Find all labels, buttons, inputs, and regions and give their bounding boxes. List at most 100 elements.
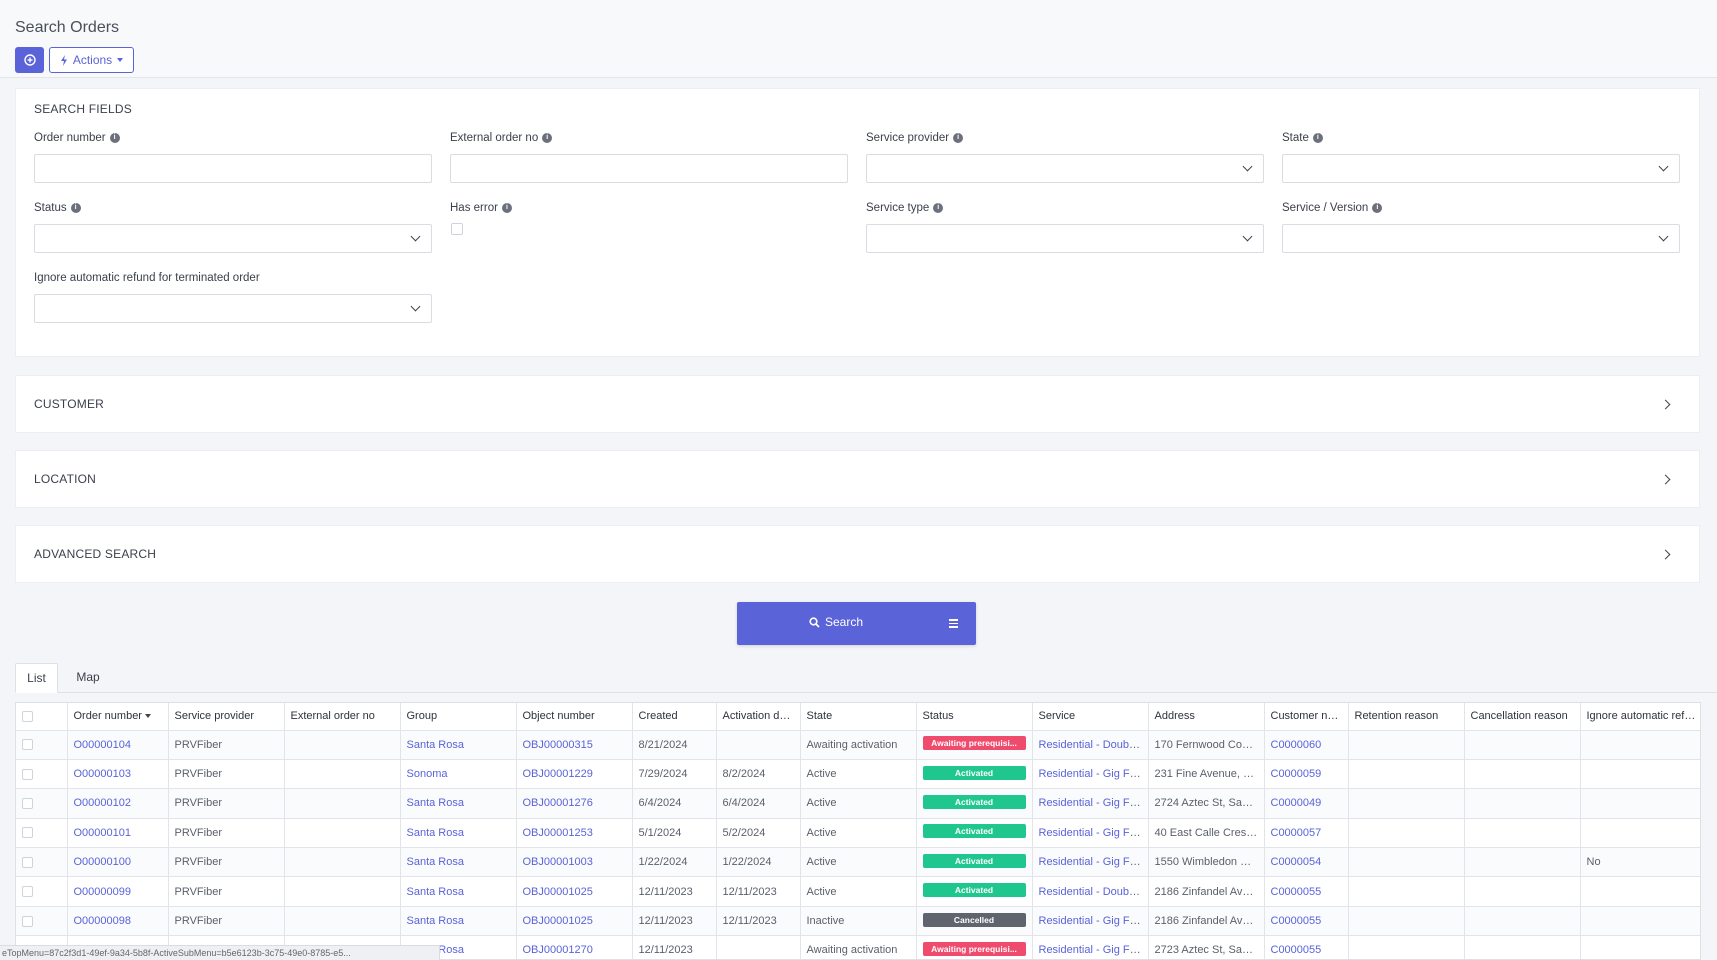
row-checkbox[interactable] <box>22 856 33 868</box>
service-provider-select[interactable] <box>866 154 1264 183</box>
address-cell: 2186 Zinfandel Aven... <box>1154 915 1264 928</box>
group-link[interactable]: Santa Rosa <box>406 738 464 751</box>
column-header[interactable]: Created <box>632 703 717 731</box>
service-link-cell: Residential - Gig Fibe... <box>1032 788 1149 819</box>
order-number-link[interactable]: O00000098 <box>73 915 132 928</box>
menu-icon[interactable] <box>949 619 958 630</box>
advanced-search-section[interactable]: ADVANCED SEARCH <box>15 525 1700 583</box>
column-header[interactable]: External order no <box>284 703 401 731</box>
group-link[interactable]: Sonoma <box>406 768 448 781</box>
order-number-link[interactable]: O00000103 <box>73 768 132 781</box>
tab-map[interactable]: Map <box>76 670 100 684</box>
state-select[interactable] <box>1282 154 1680 183</box>
column-header[interactable]: Activation date <box>716 703 801 731</box>
customer-number-link[interactable]: C0000054 <box>1270 856 1322 869</box>
row-checkbox[interactable] <box>22 798 33 810</box>
order-number-link[interactable]: O00000099 <box>73 885 132 898</box>
object-number-link[interactable]: OBJ00001253 <box>522 826 593 839</box>
column-header[interactable]: State <box>800 703 917 731</box>
service-link[interactable]: Residential - Double ... <box>1038 738 1148 751</box>
table-row[interactable]: O00000099 PRVFiber Santa Rosa OBJ00001025 12… <box>16 876 1700 907</box>
has-error-checkbox[interactable] <box>451 223 463 235</box>
cancellation-reason-cell-cell <box>1464 759 1581 790</box>
group-link[interactable]: Santa Rosa <box>406 826 464 839</box>
object-number-link[interactable]: OBJ00001003 <box>522 856 593 869</box>
order-number-input[interactable] <box>34 154 432 183</box>
column-header[interactable]: Status <box>916 703 1033 731</box>
service-link[interactable]: Residential - Double ... <box>1038 885 1148 898</box>
order-number-link[interactable]: O00000104 <box>73 738 132 751</box>
column-header[interactable]: Retention reason <box>1348 703 1465 731</box>
column-header[interactable]: Ignore automatic refu... <box>1580 703 1700 731</box>
service-link[interactable]: Residential - Gig Fibe... <box>1038 826 1148 839</box>
customer-number-link[interactable]: C0000059 <box>1270 768 1322 781</box>
search-button[interactable]: Search <box>737 602 976 645</box>
table-row[interactable]: O00000098 PRVFiber Santa Rosa OBJ00001025 12… <box>16 906 1700 937</box>
service-link-cell: Residential - Gig Fibe... <box>1032 759 1149 790</box>
group-link[interactable]: Santa Rosa <box>406 885 464 898</box>
customer-number-link[interactable]: C0000055 <box>1270 915 1322 928</box>
service-link[interactable]: Residential - Gig Fibe... <box>1038 797 1148 810</box>
group-link[interactable]: Santa Rosa <box>406 915 464 928</box>
object-number-link[interactable]: OBJ00001276 <box>522 797 593 810</box>
customer-section[interactable]: CUSTOMER <box>15 375 1700 433</box>
location-section[interactable]: LOCATION <box>15 450 1700 508</box>
column-header[interactable]: Customer nu... <box>1264 703 1349 731</box>
row-checkbox[interactable] <box>22 739 33 751</box>
tab-list[interactable]: List <box>15 663 58 693</box>
external-order-no-input[interactable] <box>450 154 848 183</box>
object-number-link-cell: OBJ00001253 <box>516 818 633 849</box>
row-checkbox[interactable] <box>22 915 33 927</box>
table-row[interactable]: O00000102 PRVFiber Santa Rosa OBJ00001276 6/… <box>16 788 1700 819</box>
table-row[interactable]: O00000104 PRVFiber Santa Rosa OBJ00000315 8/… <box>16 730 1700 760</box>
actions-dropdown-button[interactable]: Actions <box>49 47 134 73</box>
object-number-link[interactable]: OBJ00000315 <box>522 738 593 751</box>
select-all-checkbox[interactable] <box>22 710 33 722</box>
row-select-cell <box>16 847 68 878</box>
column-header[interactable]: Group <box>400 703 517 731</box>
plus-circle-icon <box>23 54 36 66</box>
service-type-select[interactable] <box>866 224 1264 253</box>
table-row[interactable]: O00000100 PRVFiber Santa Rosa OBJ00001003 1/… <box>16 847 1700 878</box>
info-icon: i <box>1372 203 1383 213</box>
ignore-refund-cell-cell <box>1580 788 1700 819</box>
column-header[interactable]: Order number <box>67 703 169 731</box>
group-link[interactable]: Santa Rosa <box>406 856 464 869</box>
service-link[interactable]: Residential - Gig Fibe... <box>1038 944 1148 957</box>
customer-number-link[interactable]: C0000049 <box>1270 797 1322 810</box>
external-order-no-cell-cell <box>284 788 401 819</box>
customer-number-link[interactable]: C0000060 <box>1270 738 1322 751</box>
object-number-link[interactable]: OBJ00001229 <box>522 768 593 781</box>
column-header[interactable]: Object number <box>516 703 633 731</box>
service-version-select[interactable] <box>1282 224 1680 253</box>
object-number-link[interactable]: OBJ00001025 <box>522 915 593 928</box>
customer-number-link[interactable]: C0000055 <box>1270 944 1322 957</box>
has-error-field: Has error i <box>450 201 848 235</box>
customer-number-link[interactable]: C0000057 <box>1270 826 1322 839</box>
customer-number-link[interactable]: C0000055 <box>1270 885 1322 898</box>
service-provider-cell-cell: PRVFiber <box>168 818 285 849</box>
status-select[interactable] <box>34 224 432 253</box>
row-checkbox[interactable] <box>22 886 33 898</box>
order-number-link[interactable]: O00000100 <box>73 856 132 869</box>
object-number-link[interactable]: OBJ00001270 <box>522 944 593 957</box>
service-link[interactable]: Residential - Gig Fibe... <box>1038 915 1148 928</box>
object-number-link[interactable]: OBJ00001025 <box>522 885 593 898</box>
activation-date-cell-cell: 12/11/2023 <box>716 906 801 937</box>
table-row[interactable]: O00000101 PRVFiber Santa Rosa OBJ00001253 5/… <box>16 818 1700 849</box>
add-button[interactable] <box>15 47 44 73</box>
row-checkbox[interactable] <box>22 827 33 839</box>
external-order-no-field: External order no i <box>450 131 848 183</box>
row-checkbox[interactable] <box>22 768 33 780</box>
table-row[interactable]: O00000103 PRVFiber Sonoma OBJ00001229 7/29/2… <box>16 759 1700 790</box>
order-number-link[interactable]: O00000101 <box>73 826 132 839</box>
column-header[interactable]: Service <box>1032 703 1149 731</box>
column-header[interactable]: Address <box>1148 703 1265 731</box>
order-number-link[interactable]: O00000102 <box>73 797 132 810</box>
ignore-refund-select[interactable] <box>34 294 432 323</box>
service-link[interactable]: Residential - Gig Fibe... <box>1038 856 1148 869</box>
group-link[interactable]: Santa Rosa <box>406 797 464 810</box>
service-link[interactable]: Residential - Gig Fibe... <box>1038 768 1148 781</box>
column-header[interactable]: Cancellation reason <box>1464 703 1581 731</box>
column-header[interactable]: Service provider <box>168 703 285 731</box>
